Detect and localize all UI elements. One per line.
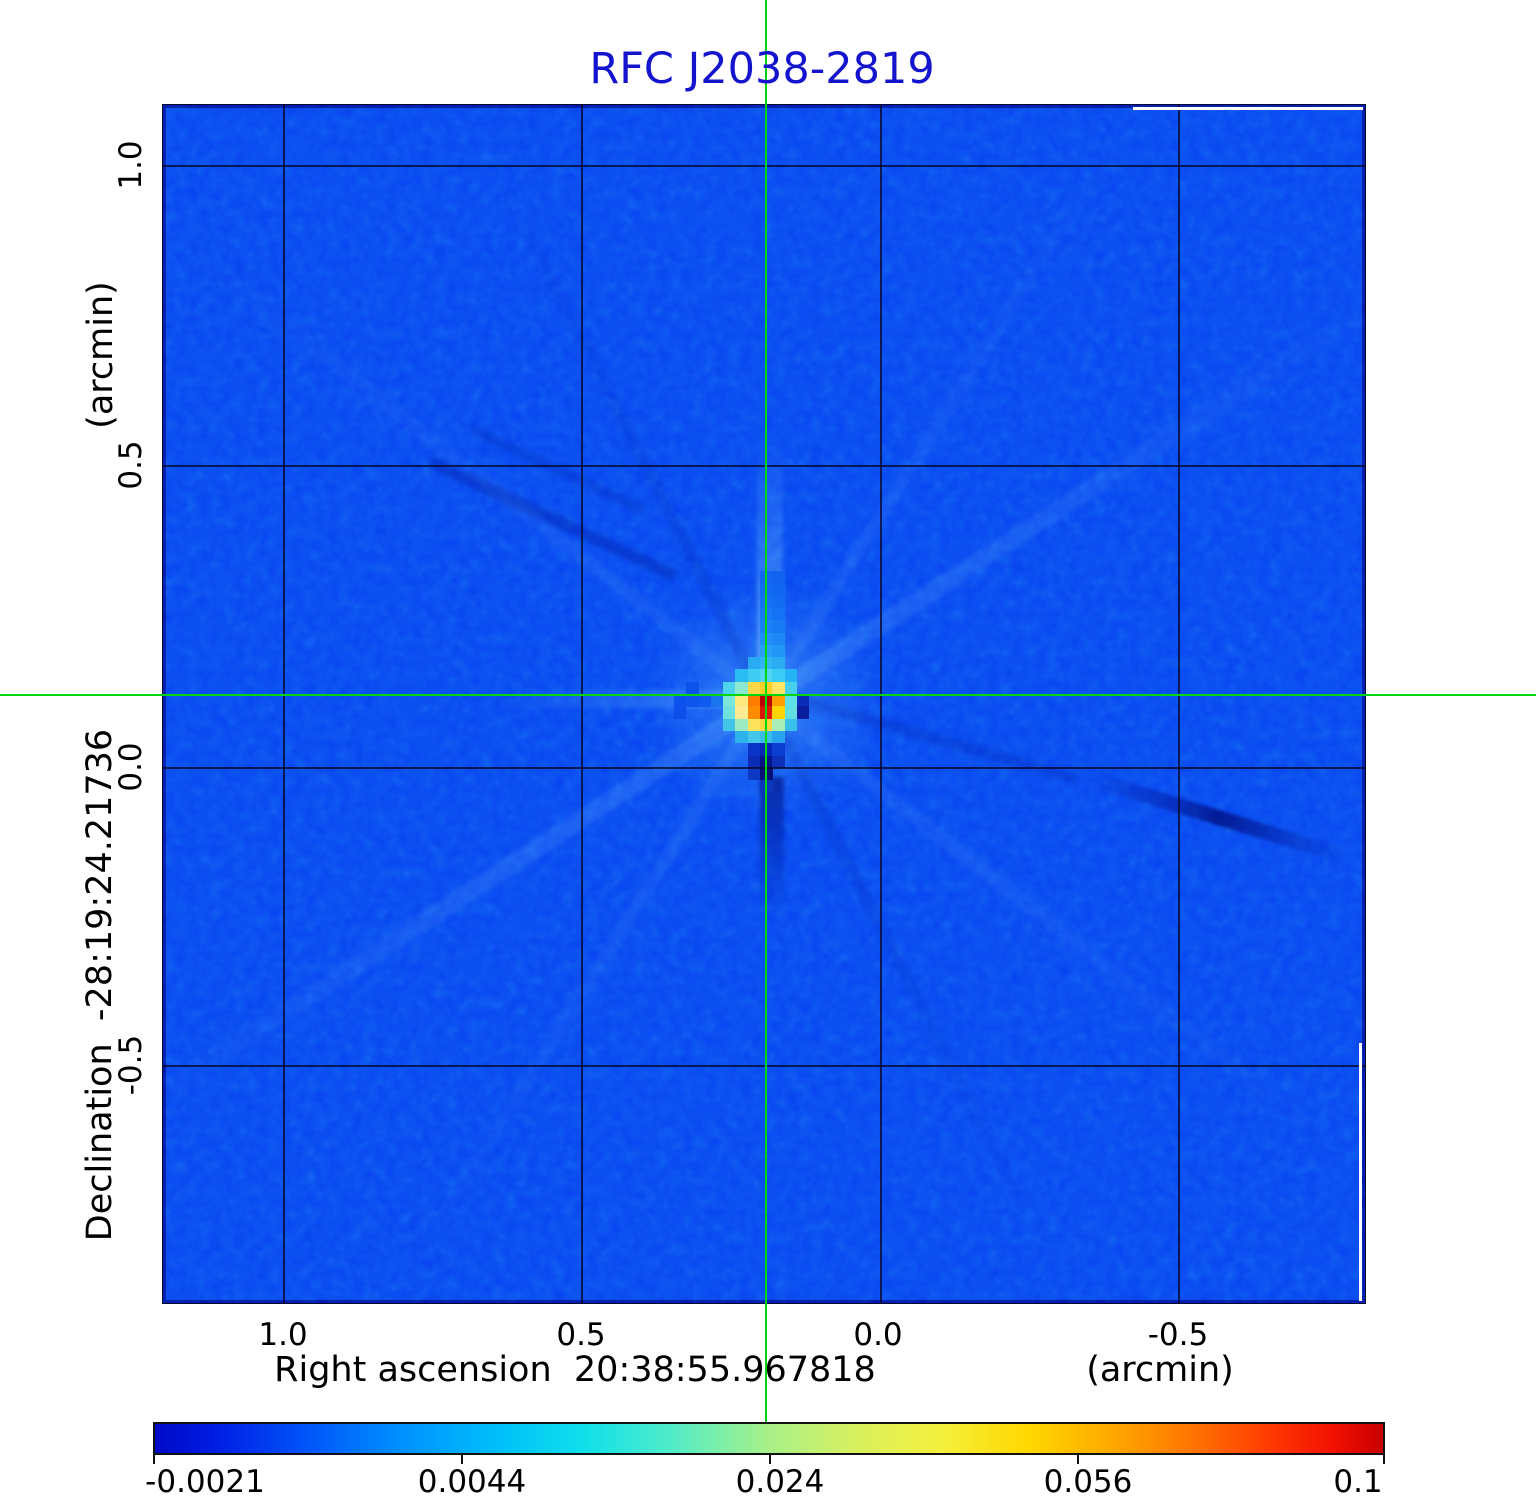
- edge-artifact-top-right: [1133, 107, 1363, 110]
- source-pixel: [747, 718, 761, 732]
- colorbar-tick-4: [1077, 1455, 1079, 1464]
- x-axis-label: Right ascension 20:38:55.967818: [274, 1350, 876, 1390]
- source-pixel: [772, 620, 785, 633]
- source-pixel: [772, 681, 785, 695]
- colorbar-label-4: 0.056: [1043, 1464, 1133, 1500]
- gridline-h-dec--0.5: [163, 1065, 1365, 1067]
- x-axis-unit-label: (arcmin): [1086, 1350, 1234, 1390]
- x-tick-0.5: 0.5: [556, 1317, 606, 1353]
- y-tick-1.0: 1.0: [113, 140, 149, 190]
- source-pixel: [772, 730, 785, 744]
- source-pixel: [784, 694, 798, 707]
- colorbar-tick-5: [1383, 1455, 1385, 1464]
- source-pixel: [784, 669, 798, 682]
- source-pixel: [772, 607, 785, 621]
- source-pixel: [735, 718, 748, 732]
- y-axis-unit-label: (arcmin): [81, 281, 121, 429]
- colorbar-label-2: 0.0044: [417, 1464, 527, 1500]
- source-pixel: [723, 694, 736, 707]
- x-tick-1.0: 1.0: [258, 1317, 308, 1353]
- source-pixel: [784, 681, 798, 695]
- gridline-h-dec-0.0: [163, 767, 1365, 769]
- gridline-v-ra--0.5: [1178, 105, 1180, 1303]
- source-pixel: [772, 583, 785, 596]
- source-pixel: [747, 706, 761, 719]
- crosshair-horizontal: [0, 694, 1536, 696]
- source-pixel: [735, 669, 748, 682]
- source-pixel: [747, 694, 761, 707]
- source-pixel: [772, 644, 785, 658]
- source-pixel: [747, 730, 761, 744]
- colorbar-label-1: -0.0021: [145, 1464, 265, 1500]
- x-tick--0.5: -0.5: [1147, 1317, 1209, 1353]
- gridline-v-ra-0.0: [880, 105, 882, 1303]
- crosshair-vertical: [765, 0, 767, 1422]
- source-pixel: [735, 730, 748, 744]
- source-pixel: [772, 595, 785, 609]
- source-pixel: [796, 706, 810, 719]
- source-pixel: [796, 694, 810, 707]
- y-tick-0.0: 0.0: [113, 742, 149, 792]
- colorbar: [153, 1422, 1385, 1455]
- source-pixel: [772, 743, 785, 756]
- source-pixel: [747, 743, 761, 756]
- source-pixel: [735, 681, 748, 695]
- source-pixel: [735, 694, 748, 707]
- colorbar-tick-1: [153, 1455, 155, 1464]
- source-pixel: [747, 755, 761, 769]
- colorbar-label-5: 0.1: [1333, 1464, 1383, 1500]
- gridline-v-ra-1.0: [283, 105, 285, 1303]
- source-pixel: [723, 681, 736, 695]
- gridline-h-dec-1.0: [163, 165, 1365, 167]
- source-pixel: [747, 767, 761, 781]
- source-pixel: [772, 669, 785, 682]
- source-pixel: [772, 755, 785, 769]
- plot-title: RFC J2038-2819: [589, 44, 935, 94]
- y-tick-0.5: 0.5: [113, 440, 149, 490]
- source-pixel: [772, 718, 785, 732]
- y-axis-label: Declination -28:19:24.21736: [80, 728, 120, 1242]
- gridline-h-dec-0.5: [163, 465, 1365, 467]
- edge-artifact-right: [1359, 1043, 1362, 1301]
- source-pixel: [784, 718, 798, 732]
- plot-area: [163, 105, 1365, 1303]
- source-pixel: [710, 694, 724, 707]
- source-pixel: [673, 706, 687, 719]
- source-pixel: [723, 706, 736, 719]
- source-pixel: [772, 657, 785, 670]
- source-pixel-grid: [163, 105, 1365, 1303]
- source-pixel: [735, 706, 748, 719]
- source-pixel: [723, 718, 736, 732]
- source-pixel: [747, 669, 761, 682]
- source-pixel: [673, 694, 687, 707]
- source-pixel: [772, 706, 785, 719]
- source-pixel: [772, 694, 785, 707]
- colorbar-label-3: 0.024: [735, 1464, 825, 1500]
- x-tick-0.0: 0.0: [853, 1317, 903, 1353]
- source-pixel: [747, 657, 761, 670]
- source-pixel: [784, 706, 798, 719]
- y-tick--0.5: -0.5: [113, 1034, 149, 1096]
- source-pixel: [698, 694, 712, 707]
- colorbar-tick-2: [461, 1455, 463, 1464]
- gridline-v-ra-0.5: [581, 105, 583, 1303]
- source-pixel: [772, 571, 785, 584]
- source-pixel: [686, 694, 699, 707]
- artifact-ray-down-dark: [760, 777, 784, 917]
- source-pixel: [686, 681, 699, 695]
- colorbar-tick-3: [769, 1455, 771, 1464]
- source-pixel: [772, 632, 785, 646]
- source-pixel: [747, 681, 761, 695]
